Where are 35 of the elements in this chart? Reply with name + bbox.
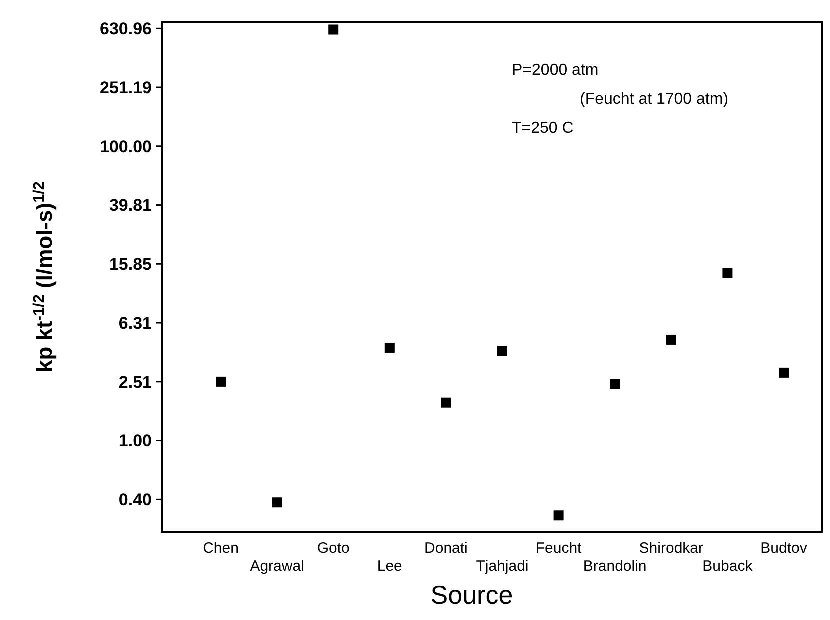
x-tick-label: Goto [317, 540, 350, 557]
annotation: T=250 C [512, 120, 574, 137]
point [666, 334, 676, 345]
x-tick-label: Feucht [536, 540, 583, 557]
point [328, 24, 339, 35]
point [441, 398, 452, 408]
y-tick-label: 0.40 [118, 490, 152, 510]
y-tick-label: 1.00 [118, 432, 152, 451]
x-tick-label: Budtov [760, 540, 808, 557]
point [498, 346, 508, 356]
x-tick-label: Brandolin [583, 558, 647, 575]
point [610, 379, 620, 390]
y-tick-label: 2.51 [118, 372, 152, 392]
point [216, 376, 226, 387]
x-tick-label: Buback [702, 558, 754, 575]
annotation: (Feucht at 1700 atm) [580, 91, 729, 108]
x-axis-title: Source [430, 580, 514, 610]
x-tick-label: Agrawal [250, 558, 304, 575]
y-tick-label: 15.85 [109, 255, 152, 274]
y-tick-label: 251.19 [100, 78, 152, 98]
x-tick-label: Shirodkar [639, 540, 704, 557]
y-tick-label: 100.00 [100, 137, 152, 156]
point [384, 342, 395, 353]
point [779, 368, 789, 378]
y-tick-label: 630.96 [100, 20, 152, 39]
y-tick-label: 6.31 [118, 314, 152, 333]
point [722, 268, 733, 278]
x-tick-label: Donati [424, 540, 468, 557]
y-tick-label: 39.81 [109, 196, 152, 216]
x-tick-label: Chen [203, 540, 239, 557]
x-tick-label: Lee [377, 558, 402, 575]
point [272, 498, 282, 508]
point [554, 510, 564, 521]
annotation: P=2000 atm [512, 62, 599, 79]
x-tick-label: Tjahjadi [476, 558, 529, 575]
